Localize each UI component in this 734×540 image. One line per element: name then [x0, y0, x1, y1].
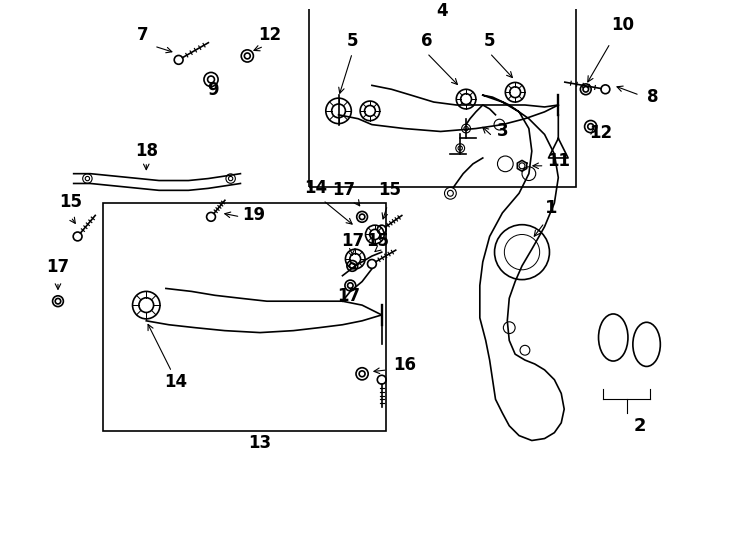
- Text: 1: 1: [545, 199, 558, 217]
- Text: 2: 2: [633, 417, 646, 435]
- Text: 5: 5: [346, 32, 358, 50]
- Text: 17: 17: [332, 181, 355, 199]
- Text: 5: 5: [484, 32, 495, 50]
- Text: 3: 3: [497, 123, 508, 140]
- Text: 16: 16: [393, 356, 415, 374]
- Text: 17: 17: [341, 232, 364, 250]
- Text: 8: 8: [647, 88, 658, 106]
- Text: 17: 17: [46, 258, 70, 276]
- Text: 12: 12: [589, 124, 612, 143]
- Text: 14: 14: [305, 179, 327, 197]
- Text: 18: 18: [135, 142, 158, 160]
- Text: 9: 9: [207, 81, 219, 99]
- Text: 4: 4: [437, 2, 448, 20]
- Text: 7: 7: [137, 26, 148, 44]
- Text: 15: 15: [378, 181, 401, 199]
- Text: 10: 10: [611, 16, 635, 35]
- Text: 19: 19: [243, 206, 266, 224]
- Text: 17: 17: [337, 287, 360, 305]
- Bar: [103, 203, 385, 431]
- Text: 15: 15: [366, 232, 389, 250]
- Text: 6: 6: [421, 32, 432, 50]
- Text: 13: 13: [249, 434, 272, 453]
- Text: 12: 12: [258, 26, 281, 44]
- Text: 15: 15: [59, 193, 82, 211]
- Text: 11: 11: [547, 152, 570, 170]
- Bar: [309, 0, 576, 187]
- Text: 14: 14: [164, 373, 187, 390]
